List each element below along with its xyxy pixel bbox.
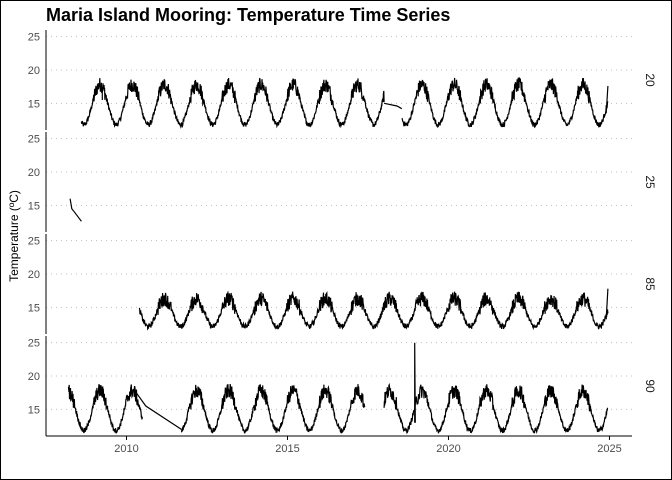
series-connector: [605, 85, 609, 114]
y-tick-label: 15: [28, 404, 40, 416]
y-tick-label: 15: [28, 98, 40, 110]
x-tick-label: 2025: [597, 443, 621, 455]
series-line: [80, 78, 103, 127]
y-tick-label: 15: [28, 200, 40, 212]
x-tick-label: 2010: [114, 443, 138, 455]
y-tick-label: 15: [28, 302, 40, 314]
x-tick-label: 2015: [275, 443, 299, 455]
series-connector: [69, 198, 74, 212]
series-line: [401, 77, 609, 129]
chart-title: Maria Island Mooring: Temperature Time S…: [46, 5, 451, 25]
series-line: [383, 382, 609, 435]
y-tick-label: 20: [28, 65, 40, 77]
series-line: [67, 384, 144, 434]
y-tick-label: 25: [28, 236, 40, 248]
y-tick-label: 20: [28, 269, 40, 281]
facet-strip-label: 20: [643, 73, 657, 87]
x-tick-label: 2020: [436, 443, 460, 455]
facet-strip-label: 25: [643, 175, 657, 189]
series-line: [138, 290, 609, 331]
y-tick-label: 25: [28, 338, 40, 350]
y-tick-label: 20: [28, 371, 40, 383]
series-connector: [72, 210, 82, 222]
y-tick-label: 25: [28, 134, 40, 146]
series-line: [180, 383, 366, 434]
facet-strip-label: 85: [643, 277, 657, 291]
series-connector: [605, 288, 609, 320]
y-tick-label: 25: [28, 32, 40, 44]
series-line: [101, 77, 385, 129]
y-tick-label: 20: [28, 167, 40, 179]
series-connector: [414, 342, 416, 423]
series-connector: [135, 392, 182, 430]
series-connector: [383, 102, 403, 110]
facet-strip-label: 90: [643, 379, 657, 393]
